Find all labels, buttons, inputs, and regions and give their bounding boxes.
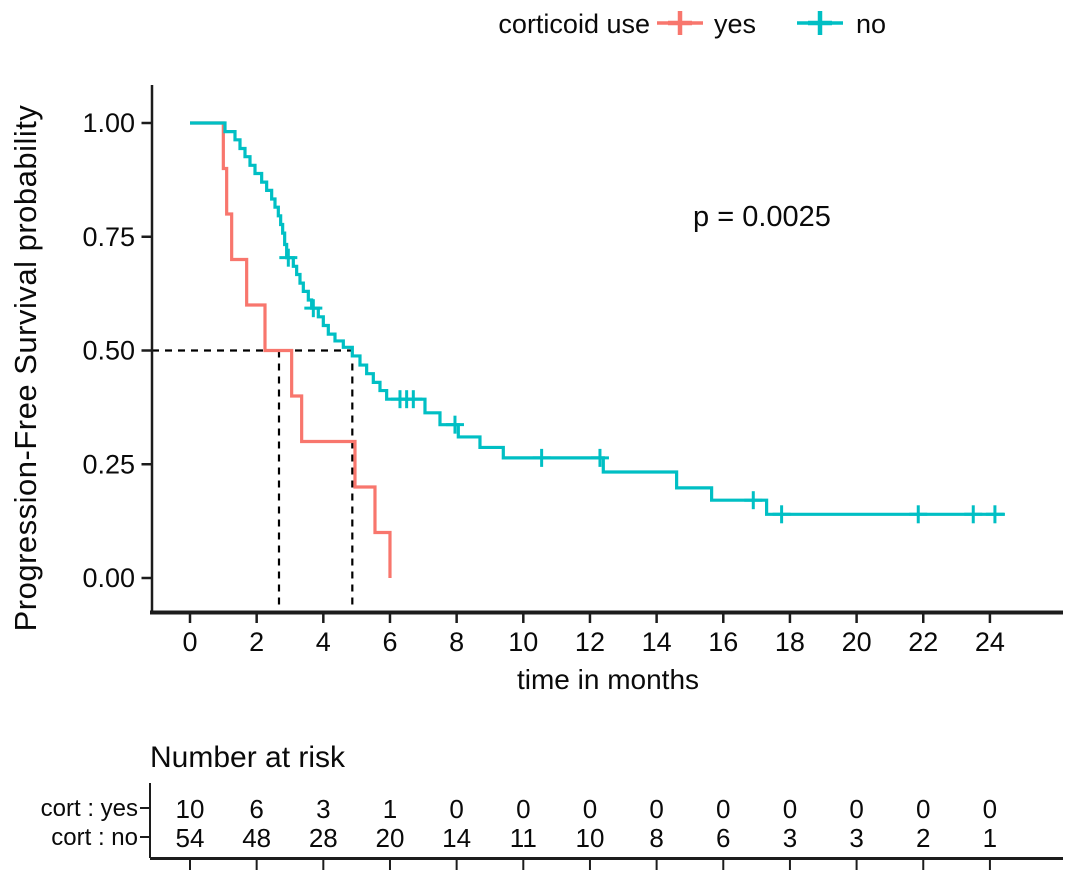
risk-count: 2 [916, 823, 930, 853]
risk-count: 54 [176, 823, 205, 853]
x-tick-label: 22 [908, 627, 938, 657]
legend-label-yes: yes [714, 9, 756, 39]
risk-count: 1 [983, 823, 997, 853]
generated-chart-layer: 0.000.250.500.751.000 2 4 6 8 10 12 14 16 18 20 22 2… [82, 85, 1063, 870]
x-tick-label: 2 [249, 627, 264, 657]
risk-count: 10 [176, 794, 205, 824]
risk-table-title: Number at risk [150, 741, 346, 774]
risk-count: 3 [849, 823, 863, 853]
y-tick-label: 0.50 [82, 336, 135, 366]
legend-key-yes [657, 11, 703, 35]
x-tick-label: 6 [382, 627, 397, 657]
y-tick-label: 1.00 [82, 108, 135, 138]
censor-mark-no [279, 248, 298, 267]
risk-count: 0 [516, 794, 530, 824]
legend-title: corticoid use [498, 9, 650, 39]
risk-count: 20 [376, 823, 405, 853]
risk-count: 48 [242, 823, 271, 853]
x-axis-title: time in months [517, 664, 699, 695]
y-tick-label: 0.00 [82, 563, 135, 593]
censor-mark-no [985, 505, 1004, 524]
x-tick-label: 14 [642, 627, 672, 657]
risk-count: 6 [249, 794, 263, 824]
x-tick-label: 12 [575, 627, 605, 657]
risk-count: 11 [510, 823, 537, 853]
censor-mark-no [532, 448, 551, 467]
x-tick-label: 4 [316, 627, 331, 657]
censor-mark-no [445, 415, 464, 434]
p-value-annotation: p = 0.0025 [693, 201, 831, 233]
risk-count: 28 [309, 823, 338, 853]
censor-mark-no [772, 505, 791, 524]
risk-count: 0 [649, 794, 663, 824]
y-tick-label: 0.25 [82, 449, 135, 479]
x-tick-label: 24 [975, 627, 1005, 657]
risk-count: 0 [716, 794, 730, 824]
censor-mark-no [304, 299, 323, 318]
risk-row-label-no: cort : no [51, 824, 138, 851]
risk-count: 1 [383, 794, 397, 824]
x-tick-label: 8 [449, 627, 464, 657]
censor-mark-no [744, 491, 763, 510]
risk-count: 14 [442, 823, 471, 853]
survival-curve-yes [190, 121, 392, 578]
risk-count: 0 [449, 794, 463, 824]
legend-key-no [797, 11, 843, 35]
censor-mark-no [590, 448, 609, 467]
risk-count: 0 [783, 794, 797, 824]
risk-count: 3 [783, 823, 797, 853]
risk-count: 6 [716, 823, 730, 853]
y-tick-label: 0.75 [82, 222, 135, 252]
x-tick-label: 10 [508, 627, 538, 657]
x-tick-label: 16 [708, 627, 738, 657]
risk-count: 0 [916, 794, 930, 824]
x-tick-label: 0 [182, 627, 197, 657]
censor-mark-no [404, 390, 423, 409]
risk-count: 10 [575, 823, 604, 853]
x-tick-label: 20 [842, 627, 872, 657]
x-tick-label: 18 [775, 627, 805, 657]
survival-curve-no [190, 121, 1005, 516]
risk-count: 0 [983, 794, 997, 824]
risk-count: 0 [583, 794, 597, 824]
censor-mark-no [909, 505, 928, 524]
y-axis-title: Progression-Free Survival probability [8, 105, 43, 632]
risk-count: 0 [849, 794, 863, 824]
risk-count: 8 [649, 823, 663, 853]
risk-row-label-yes: cort : yes [41, 795, 138, 822]
risk-count: 3 [316, 794, 330, 824]
legend-label-no: no [856, 9, 886, 39]
censor-mark-no [964, 505, 983, 524]
